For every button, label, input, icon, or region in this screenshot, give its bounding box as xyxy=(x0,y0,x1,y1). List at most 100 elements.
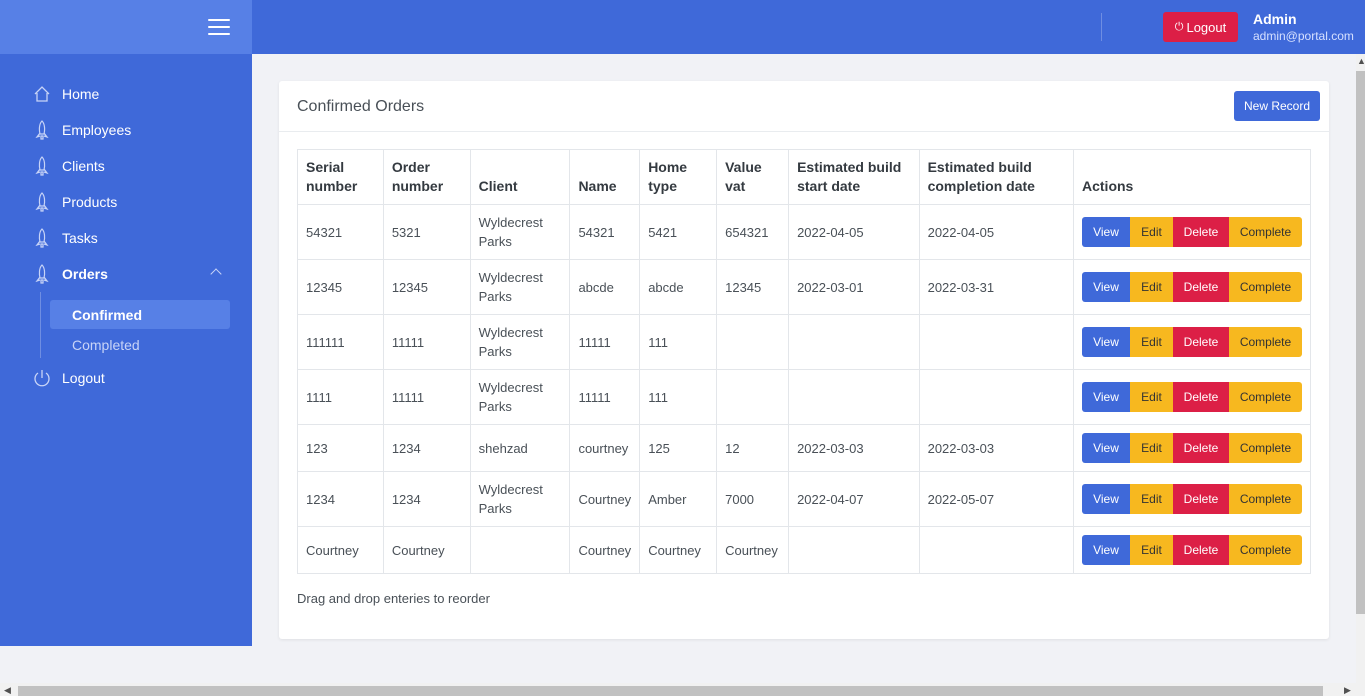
cell-serial: 123 xyxy=(297,424,384,472)
edit-button[interactable]: Edit xyxy=(1130,535,1173,565)
sidebar-item-products[interactable]: Products xyxy=(32,190,232,214)
cell-value-vat: 12 xyxy=(716,424,790,472)
sidebar-item-clients[interactable]: Clients xyxy=(32,154,232,178)
cell-value-vat: 654321 xyxy=(716,204,790,260)
new-record-button[interactable]: New Record xyxy=(1234,91,1320,121)
edit-button[interactable]: Edit xyxy=(1130,484,1173,514)
edit-button[interactable]: Edit xyxy=(1130,382,1173,412)
complete-button[interactable]: Complete xyxy=(1229,217,1302,247)
cell-actions: View Edit Delete Complete xyxy=(1073,204,1311,260)
chevron-up-icon xyxy=(210,268,222,280)
delete-button[interactable]: Delete xyxy=(1173,217,1229,247)
cell-completion-date: 2022-03-03 xyxy=(918,424,1075,472)
sidebar-item-label: Orders xyxy=(62,266,108,282)
table-row[interactable]: 12345 12345 Wyldecrest Parks abcde abcde… xyxy=(297,259,1311,315)
user-name: Admin xyxy=(1253,11,1297,27)
cell-start-date: 2022-03-01 xyxy=(788,259,920,315)
cell-completion-date: 2022-05-07 xyxy=(918,471,1075,527)
table-row[interactable]: 54321 5321 Wyldecrest Parks 54321 5421 6… xyxy=(297,204,1311,260)
sidebar-item-logout[interactable]: Logout xyxy=(32,366,232,390)
view-button[interactable]: View xyxy=(1082,484,1130,514)
sidebar-item-label: Clients xyxy=(62,158,105,174)
view-button[interactable]: View xyxy=(1082,272,1130,302)
sidebar-item-label: Logout xyxy=(62,370,105,386)
view-button[interactable]: View xyxy=(1082,327,1130,357)
table-row[interactable]: 1111 11111 Wyldecrest Parks 11111 111 Vi… xyxy=(297,369,1311,425)
cell-home-type: 125 xyxy=(639,424,718,472)
cell-completion-date: 2022-03-31 xyxy=(918,259,1075,315)
cell-client: Wyldecrest Parks xyxy=(469,314,571,370)
sidebar-item-home[interactable]: Home xyxy=(32,82,232,106)
orders-card: Confirmed Orders New Record Serial numbe… xyxy=(279,81,1329,639)
sidebar-subitem-completed[interactable]: Completed xyxy=(72,336,140,353)
sidebar-item-tasks[interactable]: Tasks xyxy=(32,226,232,250)
cell-actions: View Edit Delete Complete xyxy=(1073,424,1311,472)
sidebar-item-employees[interactable]: Employees xyxy=(32,118,232,142)
horizontal-scroll-thumb[interactable] xyxy=(18,686,1323,696)
menu-toggle-icon[interactable] xyxy=(208,19,230,35)
cell-home-type: 111 xyxy=(639,369,718,425)
edit-button[interactable]: Edit xyxy=(1130,327,1173,357)
sidebar-item-orders[interactable]: Orders xyxy=(32,262,232,286)
complete-button[interactable]: Complete xyxy=(1229,433,1302,463)
rocket-icon xyxy=(32,264,52,284)
complete-button[interactable]: Complete xyxy=(1229,272,1302,302)
scroll-left-arrow-icon[interactable]: ◀ xyxy=(4,685,11,695)
edit-button[interactable]: Edit xyxy=(1130,433,1173,463)
view-button[interactable]: View xyxy=(1082,433,1130,463)
cell-serial: 111111 xyxy=(297,314,384,370)
cell-value-vat xyxy=(716,314,790,370)
complete-button[interactable]: Complete xyxy=(1229,535,1302,565)
cell-order: Courtney xyxy=(382,526,471,574)
brand-area xyxy=(0,0,252,54)
vertical-scroll-thumb[interactable] xyxy=(1356,71,1365,614)
complete-button[interactable]: Complete xyxy=(1229,327,1302,357)
cell-client: Wyldecrest Parks xyxy=(469,259,571,315)
cell-serial: Courtney xyxy=(297,526,384,574)
delete-button[interactable]: Delete xyxy=(1173,382,1229,412)
rocket-icon xyxy=(32,228,52,248)
cell-actions: View Edit Delete Complete xyxy=(1073,314,1311,370)
cell-home-type: Courtney xyxy=(639,526,718,574)
cell-order: 11111 xyxy=(382,369,471,425)
header-logout-button[interactable]: ⏻ Logout xyxy=(1163,12,1238,42)
view-button[interactable]: View xyxy=(1082,217,1130,247)
sidebar-item-label: Tasks xyxy=(62,230,98,246)
cell-order: 5321 xyxy=(382,204,471,260)
table-row[interactable]: 111111 11111 Wyldecrest Parks 11111 111 … xyxy=(297,314,1311,370)
delete-button[interactable]: Delete xyxy=(1173,535,1229,565)
table-row[interactable]: 1234 1234 Wyldecrest Parks Courtney Ambe… xyxy=(297,471,1311,527)
cell-order: 1234 xyxy=(382,424,471,472)
header-logout-label: Logout xyxy=(1186,19,1227,35)
cell-name: 11111 xyxy=(569,369,641,425)
delete-button[interactable]: Delete xyxy=(1173,484,1229,514)
scroll-right-arrow-icon[interactable]: ▶ xyxy=(1344,685,1351,695)
cell-client: Wyldecrest Parks xyxy=(469,204,571,260)
table-row[interactable]: Courtney Courtney Courtney Courtney Cour… xyxy=(297,526,1311,574)
column-header: Client xyxy=(469,149,571,205)
cell-client: shehzad xyxy=(469,424,571,472)
cell-completion-date xyxy=(918,526,1075,574)
view-button[interactable]: View xyxy=(1082,382,1130,412)
top-header: ⏻ Logout Admin admin@portal.com xyxy=(0,0,1365,54)
table-row[interactable]: 123 1234 shehzad courtney 125 12 2022-03… xyxy=(297,424,1311,472)
complete-button[interactable]: Complete xyxy=(1229,484,1302,514)
edit-button[interactable]: Edit xyxy=(1130,272,1173,302)
delete-button[interactable]: Delete xyxy=(1173,327,1229,357)
sidebar-subitem-confirmed[interactable]: Confirmed xyxy=(50,300,230,329)
edit-button[interactable]: Edit xyxy=(1130,217,1173,247)
cell-start-date xyxy=(788,369,920,425)
user-info: Admin admin@portal.com xyxy=(1253,10,1354,44)
cell-name: 11111 xyxy=(569,314,641,370)
cell-home-type: 5421 xyxy=(639,204,718,260)
cell-home-type: Amber xyxy=(639,471,718,527)
reorder-hint: Drag and drop enteries to reorder xyxy=(297,591,490,606)
complete-button[interactable]: Complete xyxy=(1229,382,1302,412)
view-button[interactable]: View xyxy=(1082,535,1130,565)
cell-serial: 1111 xyxy=(297,369,384,425)
delete-button[interactable]: Delete xyxy=(1173,433,1229,463)
cell-order: 11111 xyxy=(382,314,471,370)
scroll-up-arrow-icon[interactable]: ▲ xyxy=(1357,56,1365,66)
cell-start-date xyxy=(788,526,920,574)
delete-button[interactable]: Delete xyxy=(1173,272,1229,302)
